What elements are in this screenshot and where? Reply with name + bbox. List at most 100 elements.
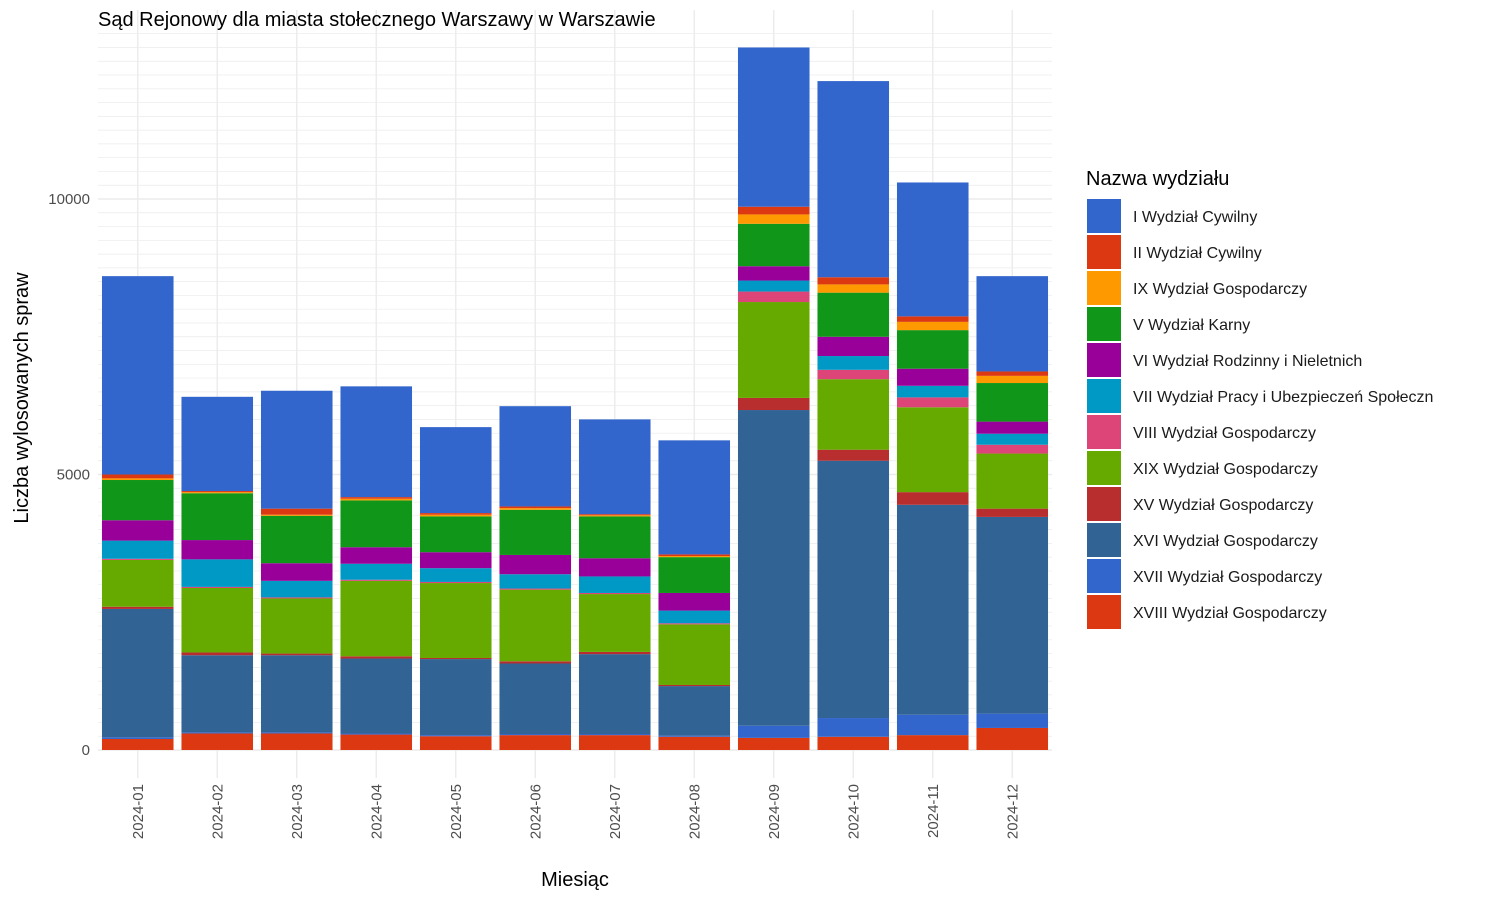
bar-segment bbox=[976, 516, 1049, 714]
bar-segment bbox=[340, 579, 413, 581]
bar-segment bbox=[896, 397, 969, 408]
legend-swatch bbox=[1087, 235, 1121, 269]
bar-segment bbox=[737, 223, 810, 267]
bar-segment bbox=[737, 280, 810, 292]
bar-segment bbox=[260, 733, 333, 750]
bar-segment bbox=[658, 554, 731, 557]
legend-label: VIII Wydział Gospodarczy bbox=[1133, 425, 1316, 442]
bar-segment bbox=[340, 500, 413, 548]
bar-segment bbox=[181, 559, 254, 587]
bar-segment bbox=[817, 379, 890, 450]
bar-segment bbox=[499, 554, 572, 575]
bar-segment bbox=[578, 558, 651, 577]
bar-segment bbox=[499, 663, 572, 735]
bar-segment bbox=[658, 686, 731, 736]
legend-label: VI Wydział Rodzinny i Nieletnich bbox=[1133, 353, 1362, 370]
bar-segment bbox=[817, 81, 890, 278]
bar-segment bbox=[260, 390, 333, 509]
bar-segment bbox=[817, 356, 890, 370]
legend-label: XVI Wydział Gospodarczy bbox=[1133, 533, 1318, 550]
bar-segment bbox=[817, 277, 890, 285]
chart-title: Sąd Rejonowy dla miasta stołecznego Wars… bbox=[98, 9, 656, 31]
bar-segment bbox=[260, 508, 333, 515]
legend-label: V Wydział Karny bbox=[1133, 317, 1250, 334]
x-tick-label: 2024-04 bbox=[368, 784, 385, 839]
bar-segment bbox=[737, 737, 810, 750]
bar-segment bbox=[976, 375, 1049, 384]
bar-segment bbox=[181, 396, 254, 492]
bar-segment bbox=[101, 738, 174, 750]
y-tick-label: 5000 bbox=[57, 467, 90, 484]
legend-label: I Wydział Cywilny bbox=[1133, 209, 1257, 226]
bar-segment bbox=[419, 735, 492, 737]
bar-segment bbox=[181, 732, 254, 734]
bar-segment bbox=[737, 291, 810, 303]
bar-segment bbox=[896, 735, 969, 750]
legend-swatch bbox=[1087, 451, 1121, 485]
x-tick-label: 2024-10 bbox=[845, 784, 862, 839]
x-axis-title: Miesiąc bbox=[541, 869, 609, 891]
bar-segment bbox=[499, 734, 572, 736]
x-tick-label: 2024-08 bbox=[686, 784, 703, 839]
bar-segment bbox=[896, 385, 969, 398]
bar-segment bbox=[419, 427, 492, 514]
legend-swatch bbox=[1087, 199, 1121, 233]
bar-segment bbox=[419, 659, 492, 736]
bar-segment bbox=[419, 583, 492, 658]
bar-segment bbox=[658, 557, 731, 593]
bar-segment bbox=[578, 419, 651, 515]
x-tick-label: 2024-01 bbox=[130, 784, 147, 839]
bar-segment bbox=[181, 733, 254, 750]
bar-segment bbox=[419, 736, 492, 750]
bar-segment bbox=[976, 383, 1049, 422]
legend-swatch bbox=[1087, 595, 1121, 629]
y-axis-title: Liczba wylosowanych spraw bbox=[11, 272, 33, 524]
bar-segment bbox=[578, 576, 651, 593]
bar-segment bbox=[101, 474, 174, 479]
bar-segment bbox=[499, 506, 572, 509]
legend-swatch bbox=[1087, 487, 1121, 521]
bar-segment bbox=[101, 558, 174, 560]
bar-segment bbox=[817, 736, 890, 750]
bar-segment bbox=[658, 684, 731, 687]
bar-segment bbox=[737, 302, 810, 398]
bar-segment bbox=[976, 713, 1049, 728]
x-tick-label: 2024-03 bbox=[289, 784, 306, 839]
bar-segment bbox=[658, 736, 731, 750]
legend-label: XV Wydział Gospodarczy bbox=[1133, 497, 1313, 514]
bar-segment bbox=[976, 444, 1049, 454]
bar-segment bbox=[817, 460, 890, 719]
legend-label: XVII Wydział Gospodarczy bbox=[1133, 569, 1322, 586]
legend-swatch bbox=[1087, 307, 1121, 341]
bar-segment bbox=[419, 516, 492, 553]
bar-segment bbox=[340, 580, 413, 657]
legend-swatch bbox=[1087, 271, 1121, 305]
legend-swatch bbox=[1087, 343, 1121, 377]
bar-segment bbox=[260, 515, 333, 564]
bar-segment bbox=[578, 592, 651, 595]
bar-segment bbox=[896, 330, 969, 369]
bar-segment bbox=[101, 606, 174, 609]
bar-segment bbox=[817, 369, 890, 380]
bar-segment bbox=[737, 397, 810, 411]
bar-segment bbox=[181, 491, 254, 493]
bar-segment bbox=[499, 406, 572, 507]
x-tick-label: 2024-07 bbox=[607, 784, 624, 839]
bar-segment bbox=[896, 368, 969, 386]
bar-segment bbox=[260, 563, 333, 581]
legend-title: Nazwa wydziału bbox=[1086, 168, 1229, 190]
legend: Nazwa wydziału I Wydział Cywilny II Wydzi… bbox=[1086, 168, 1433, 629]
bar-segment bbox=[896, 407, 969, 493]
bar-segment bbox=[976, 276, 1049, 372]
bar-segment bbox=[260, 514, 333, 516]
bar-segment bbox=[419, 513, 492, 515]
bar-segment bbox=[737, 206, 810, 215]
bar-segment bbox=[658, 624, 731, 685]
bar-segment bbox=[578, 654, 651, 735]
bar-segment bbox=[817, 292, 890, 337]
bar-segment bbox=[101, 478, 174, 481]
x-tick-label: 2024-12 bbox=[1004, 784, 1021, 839]
bar-segment bbox=[737, 410, 810, 726]
bar-segment bbox=[578, 735, 651, 750]
